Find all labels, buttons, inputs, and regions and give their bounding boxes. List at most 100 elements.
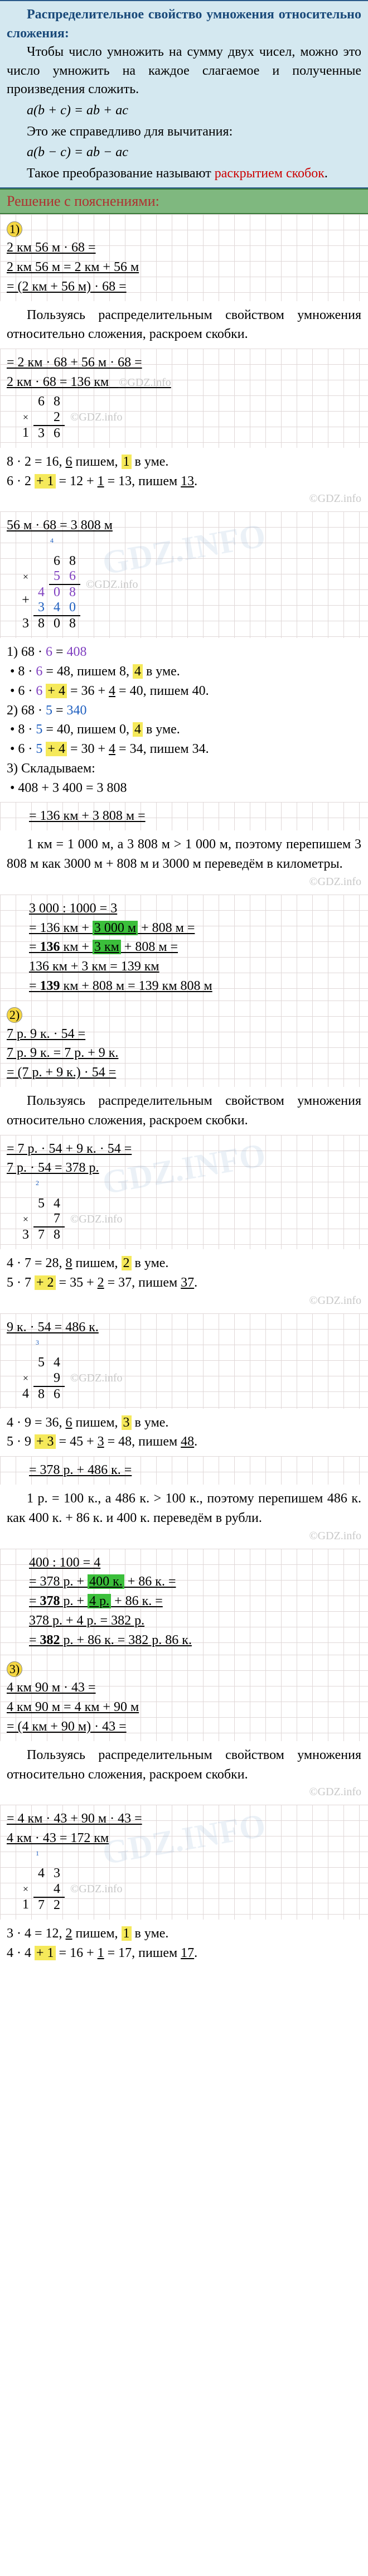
wm-5: ©GDZ.info <box>7 874 361 890</box>
t: 8 · 2 = 16, <box>7 455 66 469</box>
wm-1: ©GDZ.info <box>119 376 171 389</box>
t: 8 · <box>18 664 36 679</box>
sec1-e: 1) 68 · 6 = 408 • 8 · 6 = 48, пишем 8, 4… <box>0 638 368 802</box>
t: 5 <box>46 703 52 718</box>
c: 4 <box>33 584 49 600</box>
t: 1) 68 · <box>7 645 46 659</box>
s1-l3: = (2 км + 56 м) · 68 = <box>7 277 361 297</box>
s2-l9: 4 · 9 = 36, 6 пишем, 3 в уме. <box>7 1413 361 1433</box>
s1-para1: Пользуясь распределительным свойством ум… <box>7 306 361 345</box>
t: = 36 + <box>67 684 109 698</box>
t: 6 · <box>18 684 36 698</box>
s1-l17: = 139 км + 808 м = 139 км 808 м <box>7 977 361 996</box>
t: 1 <box>98 474 104 489</box>
solution-header: Решение с пояснениями: <box>0 189 368 214</box>
t: 8 · <box>18 722 36 737</box>
s3-l7: 4 · 4 + 1 = 16 + 1 = 17, пишем 17. <box>7 1944 361 1963</box>
t: 378 <box>40 1594 60 1608</box>
c: 3 <box>18 1227 33 1243</box>
c: 5 <box>33 1355 49 1371</box>
s3-para1: Пользуясь распределительным свойством ум… <box>7 1746 361 1785</box>
t: 2) 68 · <box>7 703 46 718</box>
s1-l10: 2) 68 · 5 = 340 <box>7 701 361 721</box>
sec1-b: = 2 км · 68 + 56 м · 68 = 2 км · 68 = 13… <box>0 349 368 448</box>
p3-a: Такое преобразование называют <box>27 166 215 181</box>
s1-l2: 2 км 56 м = 2 км + 56 м <box>7 258 361 277</box>
sec2-p1: Пользуясь распределительным свойством ум… <box>0 1087 368 1135</box>
c: 5 <box>33 1196 49 1211</box>
s2-l13: = 378 р. + 400 к. + 86 к. = <box>7 1572 361 1592</box>
wm-3: ©GDZ.info <box>7 491 361 507</box>
s1-l16: 136 км + 3 км = 139 км <box>7 957 361 977</box>
carry: 1 <box>36 1849 39 1858</box>
c: 7 <box>33 1897 49 1913</box>
t: = 30 + <box>67 742 109 756</box>
s1-b4: • 6 · 5 + 4 = 30 + 4 = 34, пишем 34. <box>7 740 361 759</box>
t: в уме. <box>132 455 169 469</box>
t: = 37, пишем <box>104 1275 181 1290</box>
t: км + 808 м = 139 км 808 м <box>60 979 212 993</box>
s3-l3: = (4 км + 90 м) · 43 = <box>7 1717 361 1737</box>
t: пишем, <box>72 1926 122 1941</box>
sec3-p1: Пользуясь распределительным свойством ум… <box>0 1741 368 1805</box>
t: = <box>52 645 67 659</box>
t: + 2 <box>35 1275 56 1290</box>
t: = 378 р. + <box>29 1574 88 1589</box>
t: в уме. <box>132 1256 169 1270</box>
c: 3 <box>33 600 49 616</box>
theory-p3: Такое преобразование называют раскрытием… <box>7 165 361 183</box>
mult-2: 4 68©GDZ.info ×56 +408 340 3808 <box>18 538 147 631</box>
c: 0 <box>49 584 65 600</box>
t: + 86 к. = <box>111 1594 163 1608</box>
t: . <box>194 474 197 489</box>
t: 1 <box>122 455 132 469</box>
s2-l1: 7 р. 9 к. · 54 = <box>7 1024 361 1044</box>
formula-1: a(b + c) = ab + ac <box>7 102 361 120</box>
c: 8 <box>49 1227 65 1243</box>
mult-x: × <box>18 1882 33 1897</box>
s1-l8: 56 м · 68 = 3 808 м <box>7 516 361 535</box>
s1-l11: 3) Складываем: <box>7 759 361 779</box>
s2-l11: = 378 р. + 486 к. = <box>7 1461 361 1480</box>
t: 2 <box>122 1256 132 1270</box>
m1c: 6 <box>49 426 65 441</box>
s1-l7: 6 · 2 + 1 = 12 + 1 = 13, пишем 13. <box>7 472 361 491</box>
s1-l9: 1) 68 · 6 = 408 <box>7 642 361 662</box>
t: 3 км <box>93 940 121 954</box>
c: 1 <box>18 1897 33 1913</box>
t: 3 <box>122 1415 132 1430</box>
sec1-p1: Пользуясь распределительным свойством ум… <box>0 301 368 349</box>
t: = 34, пишем 34. <box>115 742 209 756</box>
t: 400 к. <box>88 1574 124 1589</box>
wm-11: ©GDZ.info <box>65 1866 132 1913</box>
t: = 16 + <box>56 1946 98 1960</box>
wm-8: ©GDZ.info <box>65 1355 132 1402</box>
t: 382 <box>40 1633 60 1647</box>
s2-l6: 4 · 7 = 28, 8 пишем, 2 в уме. <box>7 1254 361 1273</box>
t: 5 <box>36 742 42 756</box>
c: 6 <box>49 1386 65 1402</box>
carry: 2 <box>36 1179 39 1187</box>
s1-b2: • 6 · 6 + 4 = 36 + 4 = 40, пишем 40. <box>7 682 361 701</box>
s1-b3: • 8 · 5 = 40, пишем 0, 4 в уме. <box>7 720 361 740</box>
s3-l2: 4 км 90 м = 4 км + 90 м <box>7 1698 361 1717</box>
sec2-h: 400 : 100 = 4 = 378 р. + 400 к. + 86 к. … <box>0 1549 368 1655</box>
sec1-f: = 136 км + 3 808 м = <box>0 802 368 830</box>
t: = 136 км + <box>29 921 93 935</box>
plus-sign: + <box>18 584 33 616</box>
badge-2: 2) <box>7 1007 22 1023</box>
sec2-e: 4 · 9 = 36, 6 пишем, 3 в уме. 5 · 9 + 3 … <box>0 1409 368 1457</box>
t: 3 000 м <box>93 921 138 935</box>
t: 408 <box>67 645 87 659</box>
s2-l2: 7 р. 9 к. = 7 р. + 9 к. <box>7 1043 361 1063</box>
mult-4: 3 54©GDZ.info ×9 486 <box>18 1340 132 1402</box>
t: = 40, пишем 0, <box>42 722 133 737</box>
t: 1 <box>122 1926 132 1941</box>
c: 4 <box>49 1355 65 1371</box>
t: 6 <box>36 664 42 679</box>
t: 136 <box>40 940 60 954</box>
t: 4 · 9 = 36, <box>7 1415 66 1430</box>
s2-l8: 9 к. · 54 = 486 к. <box>7 1318 361 1337</box>
c: 6 <box>65 569 80 584</box>
t: . <box>194 1946 197 1960</box>
